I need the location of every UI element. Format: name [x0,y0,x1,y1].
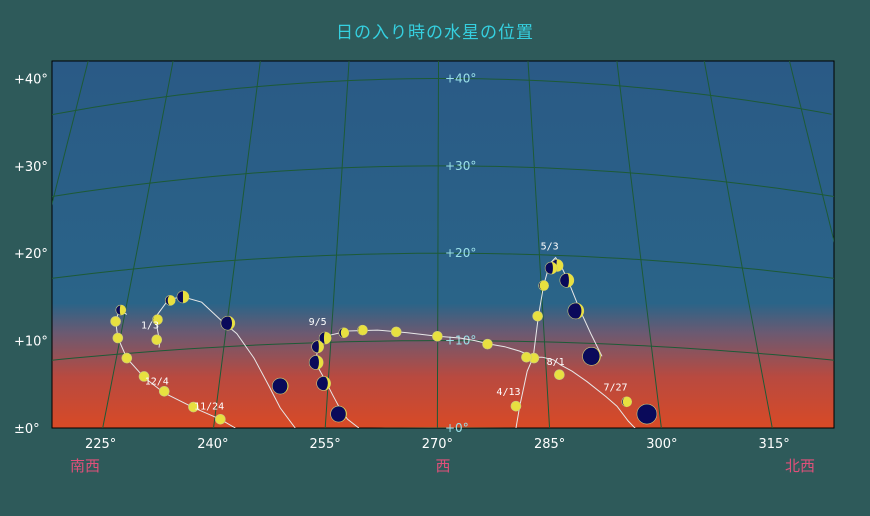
date-label: 9/5 [309,317,327,328]
y-tick-label: +30° [14,160,48,175]
chart-title: 日の入り時の水星の位置 [336,23,534,43]
direction-west: 西 [435,457,450,475]
grid-meridian [436,61,440,428]
inner-altitude-label: +20° [445,246,476,260]
mercury-position [152,314,163,325]
mercury-position [338,327,350,339]
mercury-position [544,261,558,275]
mercury-position [138,371,150,382]
grid-meridian [788,61,834,243]
mercury-path [115,309,236,428]
mercury-position [567,302,585,320]
mercury-position [121,352,133,364]
mercury-position [621,396,633,408]
direction-southwest: 南西 [70,457,100,475]
mercury-position [215,413,226,425]
mercury-position [318,331,332,345]
date-label: 11/24 [194,402,224,413]
x-tick-label: 240° [197,437,228,452]
date-label: 7/27 [603,382,627,393]
date-label: 8/1 [547,357,565,368]
inner-altitude-label: +10° [445,334,476,348]
date-label: 4/13 [496,387,520,398]
grid-meridian [703,61,773,428]
inner-altitude-label: +40° [445,71,476,85]
mercury-position [532,310,543,322]
mercury-position [559,273,575,288]
y-axis: ±0° +10° +20° +30° +40° [14,72,48,437]
mercury-position [330,405,347,423]
x-tick-label: 285° [534,437,565,452]
direction-labels: 南西 西 北西 [70,457,815,475]
grid-meridian [616,61,662,428]
mercury-path [315,329,636,428]
plot-area [51,60,835,429]
grid-meridian [52,61,89,206]
mercury-position [357,324,368,336]
y-tick-label: ±0° [14,422,40,437]
date-label: 5/3 [541,242,559,253]
mercury-position [112,332,124,344]
y-tick-label: +40° [14,72,48,87]
grid-meridian [213,61,261,428]
y-tick-label: +10° [14,335,48,350]
grid-altitude-circle [52,78,832,116]
direction-northwest: 北西 [785,457,815,475]
date-label: 1/3 [141,320,159,331]
grid-meridian [527,61,551,428]
mercury-position [151,334,163,346]
mercury-position [308,355,324,370]
inner-altitude-label: +0° [445,421,469,435]
mercury-position [271,377,289,395]
mercury-position [311,340,324,354]
x-tick-label: 315° [758,437,789,452]
mercury-position [220,315,236,331]
x-axis: 225° 240° 255° 270° 285° 300° 315° [85,437,790,452]
y-tick-label: +20° [14,247,48,262]
date-labels: 5/3 8/1 7/27 4/13 9/5 1/3 12/4 11/24 [141,242,628,413]
mercury-position [115,304,127,316]
mercury-position [538,280,549,291]
mercury-position [158,385,170,397]
mercury-position [510,400,522,412]
inner-altitude-labels: +0° +10° +20° +30° +40° [445,71,476,435]
mercury-position [432,330,443,342]
x-tick-label: 225° [85,437,116,452]
inner-altitude-label: +30° [445,159,476,173]
mercury-position [582,347,601,366]
mercury-position [482,338,493,350]
grid-meridian [102,61,174,428]
mercury-positions [110,259,658,425]
date-label: 12/4 [145,376,169,387]
mercury-position [636,403,658,425]
x-tick-label: 255° [309,437,340,452]
grid-altitude-circle [52,165,834,198]
mercury-position [188,401,199,413]
mercury-position [390,326,402,338]
mercury-position [176,290,190,304]
x-tick-label: 270° [422,437,453,452]
mercury-position [554,369,565,380]
grid-meridian [324,61,350,428]
mercury-position [164,295,176,306]
mercury-position [110,316,121,327]
mercury-position [521,351,532,363]
x-tick-label: 300° [646,437,677,452]
mercury-position [316,376,331,391]
grid-altitude-circle [52,252,834,279]
